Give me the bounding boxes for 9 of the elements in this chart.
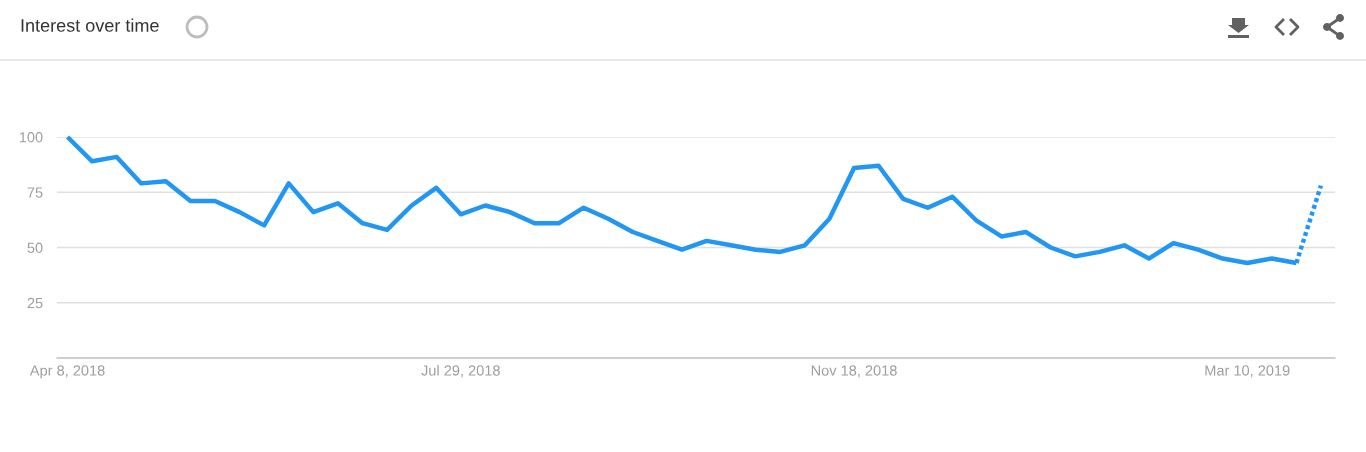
y-tick-label: 50 bbox=[27, 242, 43, 253]
x-tick-label: Apr 8, 2018 bbox=[29, 365, 105, 379]
y-tick-label: 75 bbox=[27, 187, 43, 198]
chart-title: Interest over time bbox=[21, 18, 159, 32]
y-tick-label: 100 bbox=[19, 132, 43, 143]
x-tick-label: Jul 29, 2018 bbox=[421, 364, 500, 378]
x-tick-label: Nov 18, 2018 bbox=[811, 365, 897, 378]
x-tick-label: Mar 10, 2019 bbox=[1205, 365, 1290, 378]
y-tick-label: 25 bbox=[27, 297, 43, 309]
